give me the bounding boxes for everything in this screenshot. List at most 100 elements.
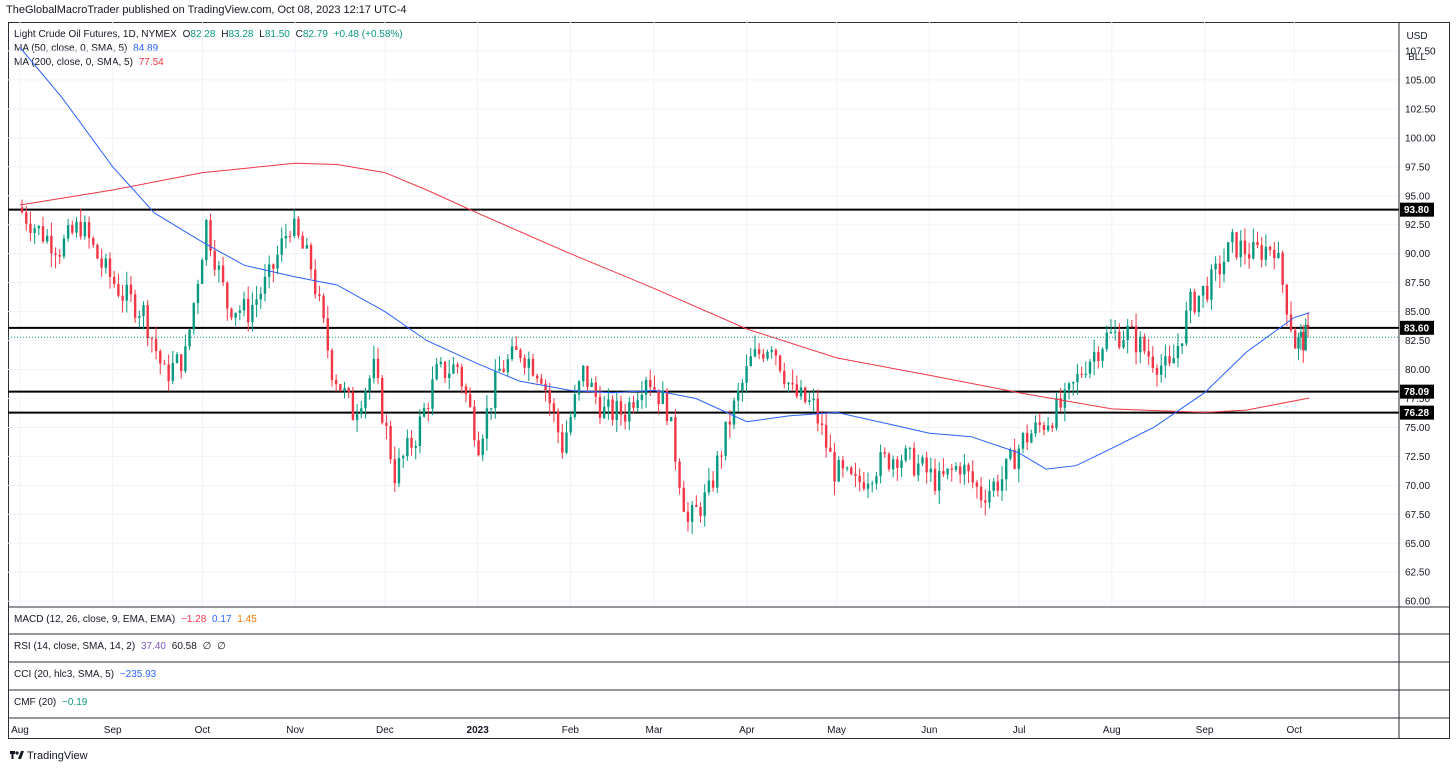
candle-body bbox=[372, 358, 376, 379]
candle-body bbox=[205, 220, 208, 261]
x-tick-label: Nov bbox=[286, 725, 304, 736]
macd-legend[interactable]: MACD (12, 26, close, 9, EMA, EMA) −1.28 … bbox=[14, 614, 257, 625]
candle-body bbox=[1122, 340, 1125, 348]
candle-body bbox=[1197, 295, 1201, 313]
candle-body bbox=[967, 464, 970, 472]
candle-body bbox=[573, 394, 577, 417]
candle-body bbox=[1285, 284, 1289, 315]
candle-body bbox=[92, 238, 95, 245]
candle-body bbox=[950, 468, 953, 470]
candle-body bbox=[632, 401, 635, 408]
candle-body bbox=[1046, 425, 1050, 431]
candle-body bbox=[29, 223, 32, 233]
candle-body bbox=[351, 392, 355, 421]
candle-body bbox=[347, 388, 350, 393]
ma200-line bbox=[19, 162, 1310, 413]
candles bbox=[20, 199, 1310, 535]
unit-label[interactable]: BLL bbox=[1408, 52, 1426, 63]
candle-body bbox=[1155, 367, 1159, 375]
candle-body bbox=[690, 505, 694, 522]
x-tick-label: Dec bbox=[376, 725, 394, 736]
candle-body bbox=[963, 464, 966, 475]
candle-body bbox=[908, 447, 912, 449]
candle-body bbox=[1000, 479, 1004, 491]
candle-body bbox=[163, 363, 166, 365]
candle-body bbox=[607, 399, 610, 407]
candle-body bbox=[489, 408, 493, 410]
candle-body bbox=[452, 364, 455, 374]
candle-body bbox=[37, 226, 41, 229]
cci-legend[interactable]: CCI (20, hlc3, SMA, 5) −235.93 bbox=[14, 669, 157, 680]
candle-body bbox=[569, 416, 572, 433]
tradingview-footer[interactable]: TradingView bbox=[10, 749, 88, 762]
candle-body bbox=[996, 481, 1000, 491]
candle-body bbox=[896, 459, 899, 468]
candle-body bbox=[142, 305, 145, 317]
candle-body bbox=[406, 438, 409, 457]
candle-body bbox=[674, 417, 677, 462]
candle-body bbox=[129, 284, 133, 295]
candle-body bbox=[1239, 240, 1242, 258]
ohlc-high: H83.28 bbox=[221, 29, 254, 40]
ma200-legend[interactable]: MA (200, close, 0, SMA, 5) 77.54 bbox=[14, 57, 164, 68]
candle-body bbox=[226, 282, 229, 309]
time-axis: Aug Sep Oct Nov Dec 2023 Feb Mar Apr May Jun Jul Aug… bbox=[11, 725, 1302, 736]
candle-body bbox=[812, 398, 815, 401]
x-tick-label: Feb bbox=[562, 725, 580, 736]
candle-body bbox=[1067, 383, 1071, 390]
candle-body bbox=[1304, 324, 1307, 351]
candle-body bbox=[527, 358, 531, 368]
candle-body bbox=[133, 294, 137, 318]
candle-body bbox=[1281, 252, 1284, 285]
candle-body bbox=[623, 414, 627, 422]
candle-body bbox=[1092, 352, 1096, 362]
candle-body bbox=[699, 506, 702, 516]
ma50-legend[interactable]: MA (50, close, 0, SMA, 5) 84.89 bbox=[14, 43, 159, 54]
candle-body bbox=[883, 452, 886, 454]
y-tick-label: 70.00 bbox=[1405, 481, 1430, 492]
candle-body bbox=[1201, 285, 1205, 296]
candle-body bbox=[565, 432, 568, 453]
candle-body bbox=[816, 398, 819, 424]
candle-body bbox=[845, 467, 849, 469]
candle-body bbox=[804, 387, 807, 402]
candle-body bbox=[1080, 373, 1083, 375]
candle-body bbox=[213, 250, 216, 270]
candle-body bbox=[833, 451, 836, 482]
candle-body bbox=[783, 370, 786, 384]
candle-body bbox=[410, 438, 413, 448]
ma200-value: 77.54 bbox=[138, 57, 164, 68]
candle-body bbox=[171, 362, 175, 381]
x-tick-label: Oct bbox=[1287, 725, 1303, 736]
candle-body bbox=[498, 368, 501, 372]
candle-body bbox=[326, 318, 329, 351]
candle-body bbox=[221, 265, 225, 283]
candle-body bbox=[1034, 422, 1037, 434]
candle-body bbox=[938, 471, 941, 491]
candle-body bbox=[653, 387, 656, 390]
rsi-legend[interactable]: RSI (14, close, SMA, 14, 2) 37.40 60.58 … bbox=[14, 641, 226, 652]
symbol-title[interactable]: Light Crude Oil Futures, 1D, NYMEX bbox=[14, 29, 177, 40]
currency-label[interactable]: USD bbox=[1406, 31, 1428, 42]
candle-body bbox=[808, 400, 811, 402]
publisher-line: TheGlobalMacroTrader published on Tradin… bbox=[6, 4, 407, 16]
candle-body bbox=[251, 304, 254, 323]
x-tick-label: Oct bbox=[195, 725, 211, 736]
candle-body bbox=[1109, 332, 1113, 334]
candle-body bbox=[686, 511, 690, 522]
cmf-legend[interactable]: CMF (20) −0.19 bbox=[14, 697, 88, 708]
candle-body bbox=[728, 421, 732, 425]
x-tick-label: Aug bbox=[1103, 725, 1121, 736]
candle-body bbox=[96, 244, 99, 259]
ma50-value: 84.89 bbox=[133, 43, 159, 54]
candle-body bbox=[309, 245, 313, 270]
candle-body bbox=[272, 264, 275, 269]
candle-body bbox=[850, 467, 853, 475]
candle-body bbox=[339, 384, 342, 391]
y-tick-label: 102.50 bbox=[1405, 104, 1436, 115]
tradingview-logo-icon bbox=[10, 751, 24, 759]
candle-body bbox=[477, 440, 480, 456]
candle-body bbox=[917, 463, 920, 476]
candle-body bbox=[1260, 245, 1263, 260]
